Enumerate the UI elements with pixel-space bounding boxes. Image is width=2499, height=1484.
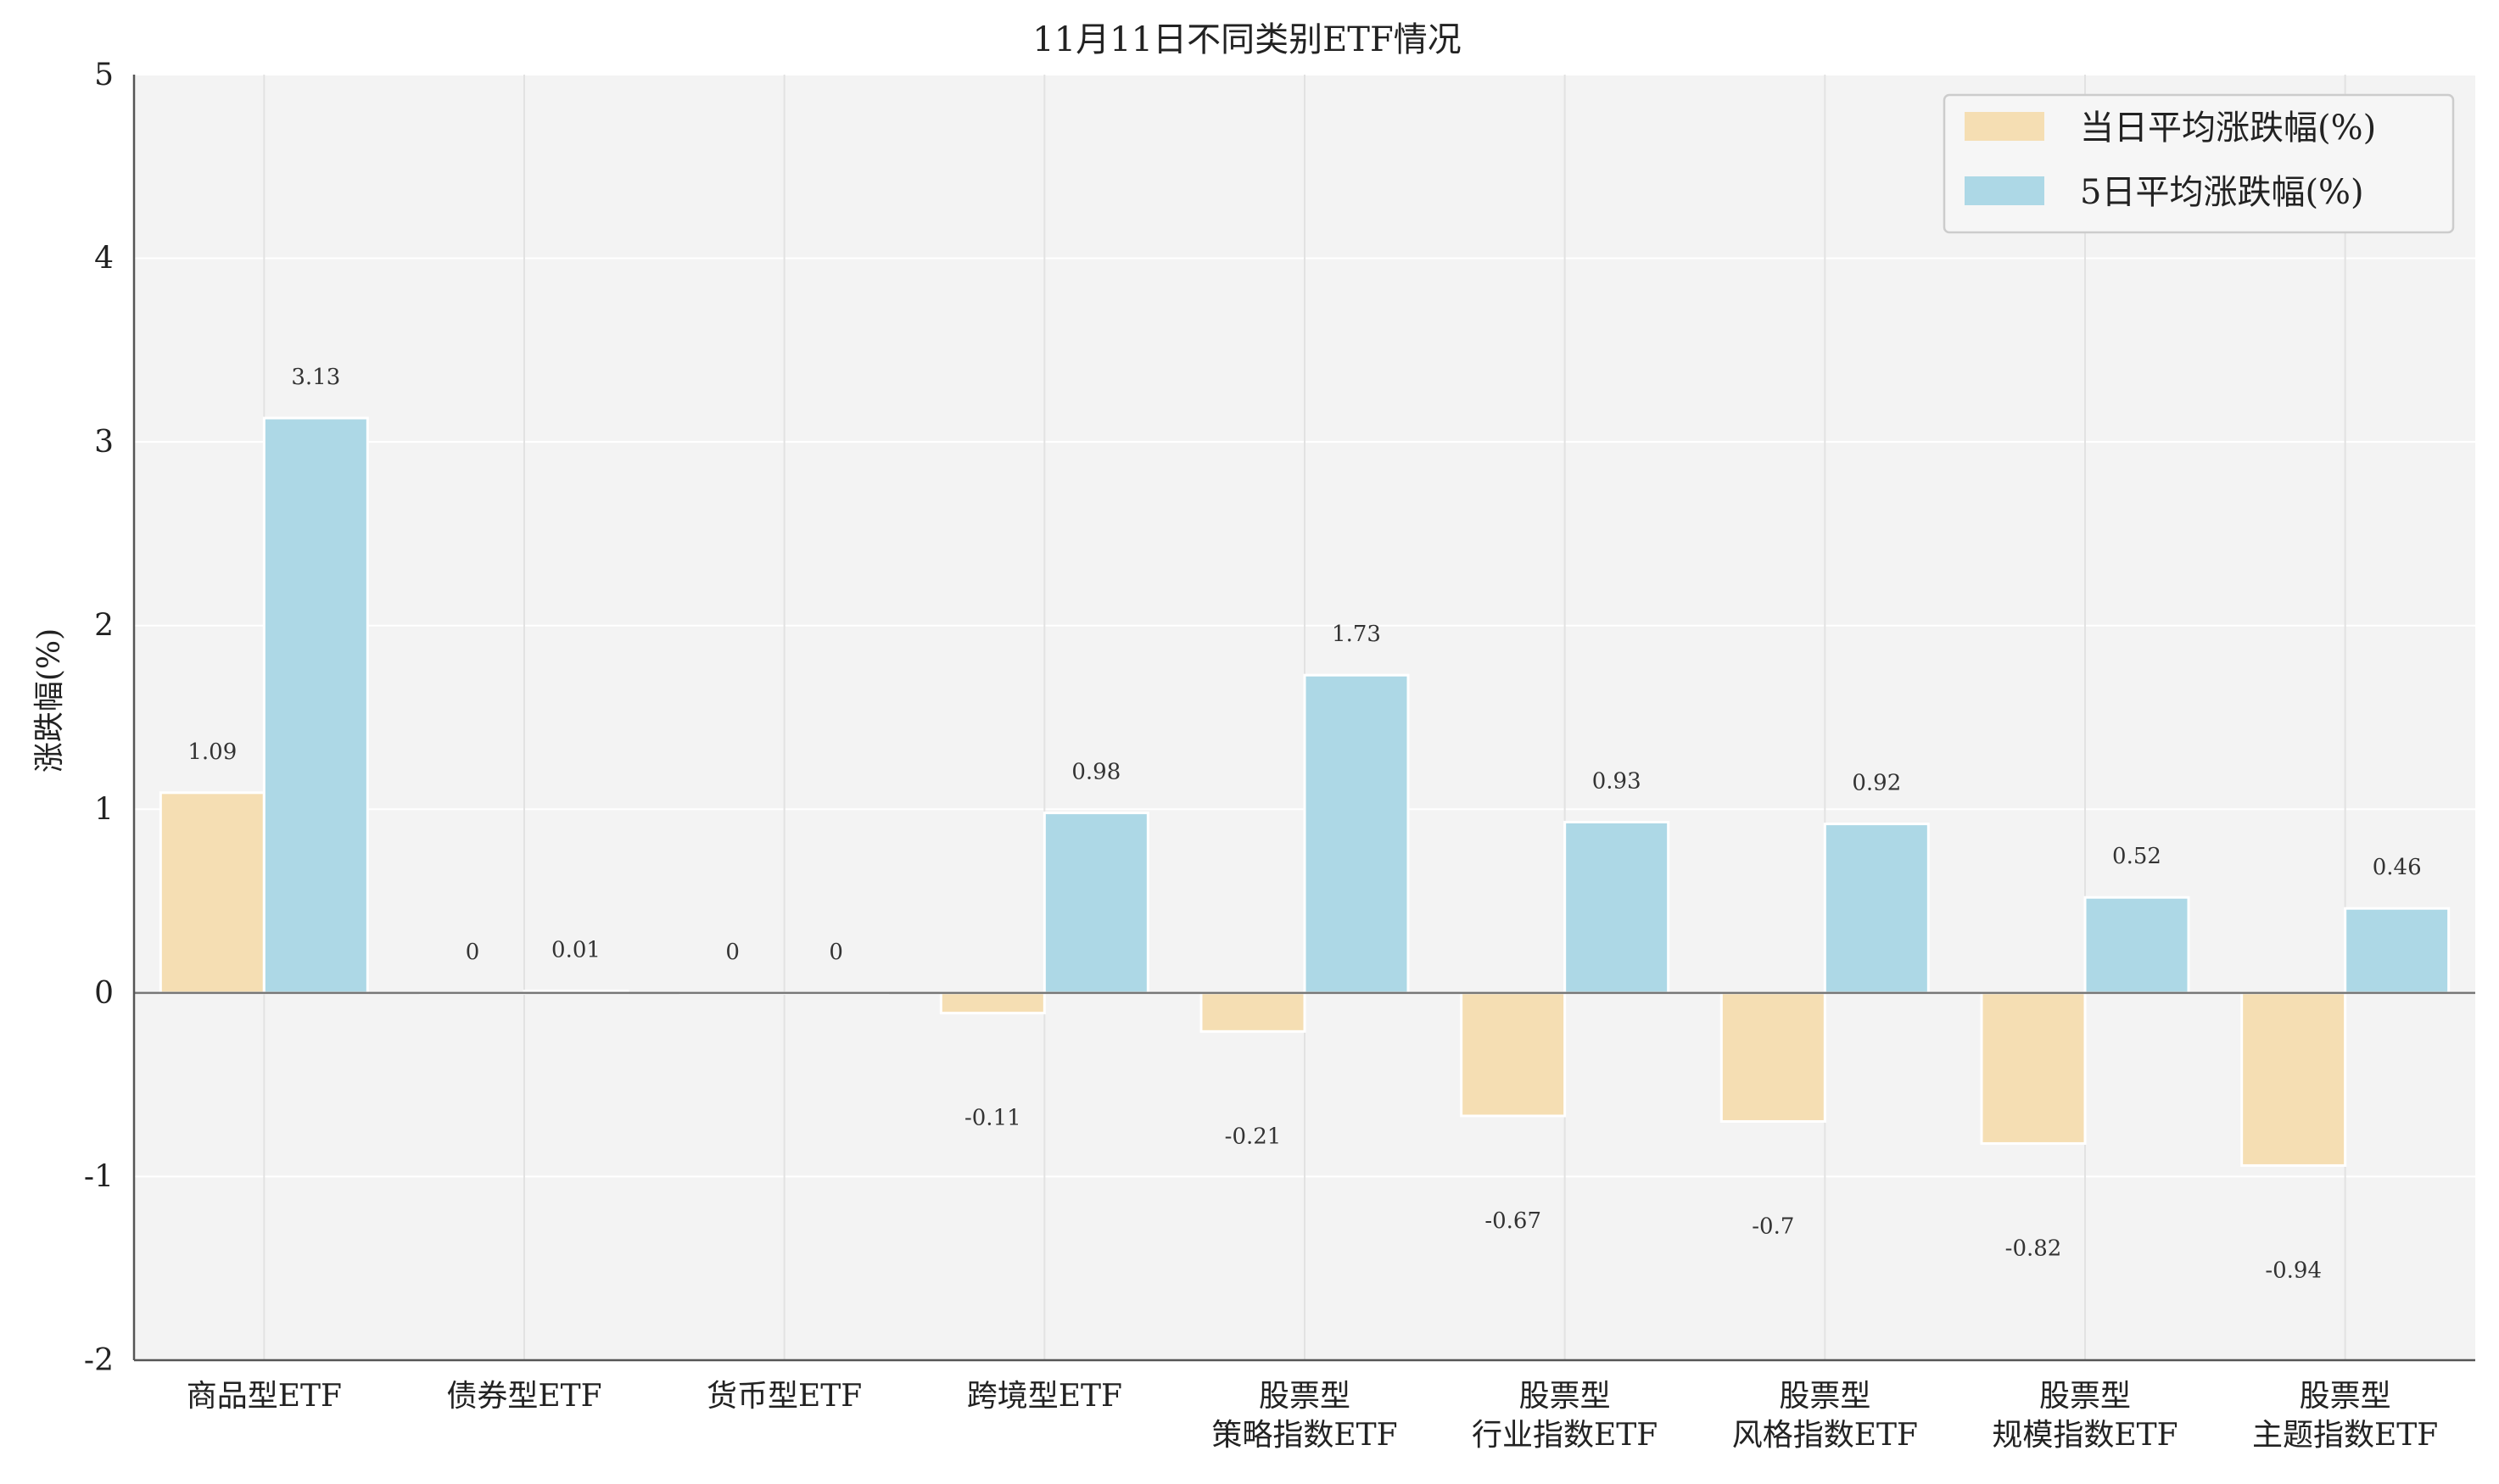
bar-five-day	[1043, 812, 1149, 995]
bar-five-day	[1563, 820, 1670, 995]
y-tick-label: 5	[94, 58, 114, 92]
y-tick-label: -1	[84, 1159, 114, 1194]
bar-daily	[2240, 991, 2347, 1167]
legend-swatch	[1965, 112, 2044, 141]
data-label: -0.7	[1752, 1213, 1794, 1239]
y-axis-label: 涨跌幅(%)	[32, 628, 67, 773]
y-tick-label: 4	[94, 242, 114, 276]
data-label: 3.13	[291, 365, 340, 390]
bars-group	[159, 416, 2451, 1167]
data-label: 0	[466, 940, 480, 965]
chart-title: 11月11日不同类别ETF情况	[1032, 20, 1461, 59]
data-label: 0.01	[551, 938, 601, 963]
x-tick-label-line: 商品型ETF	[187, 1379, 342, 1414]
x-tick-label-line: 主题指数ETF	[2252, 1418, 2438, 1453]
data-label: 0.52	[2112, 844, 2161, 869]
x-tick-label-line: 策略指数ETF	[1211, 1418, 1397, 1453]
x-tick-label: 股票型行业指数ETF	[1472, 1379, 1658, 1453]
legend-label: 当日平均涨跌幅(%)	[2080, 109, 2376, 148]
data-label: 0.92	[1852, 771, 1901, 796]
legend-swatch	[1965, 176, 2044, 205]
bar-five-day	[1823, 823, 1930, 995]
data-label: 0.93	[1592, 768, 1641, 794]
x-tick-label: 商品型ETF	[187, 1379, 342, 1414]
data-label: 0.46	[2373, 855, 2422, 880]
legend-box	[1943, 93, 2455, 234]
x-tick-label-line: 行业指数ETF	[1472, 1418, 1658, 1453]
legend-label: 5日平均涨跌幅(%)	[2080, 173, 2364, 212]
x-tick-label: 股票型策略指数ETF	[1211, 1379, 1397, 1453]
data-label: -0.11	[964, 1106, 1021, 1131]
x-tick-label-line: 股票型	[2300, 1379, 2391, 1414]
x-tick-label-line: 股票型	[1259, 1379, 1350, 1414]
x-tick-label: 跨境型ETF	[967, 1379, 1122, 1414]
x-tick-label-line: 规模指数ETF	[1992, 1418, 2178, 1453]
y-tick-label: 2	[94, 609, 114, 644]
x-tick-label: 货币型ETF	[707, 1379, 862, 1414]
bar-daily	[1460, 991, 1567, 1118]
x-tick-label: 债券型ETF	[446, 1379, 601, 1414]
bar-five-day	[2083, 895, 2190, 995]
data-label: -0.94	[2265, 1258, 2322, 1283]
bar-daily	[1199, 991, 1306, 1033]
bar-daily	[159, 791, 266, 995]
x-tick-label: 股票型风格指数ETF	[1732, 1379, 1918, 1453]
bar-daily	[1719, 991, 1826, 1123]
x-tick-label-line: 债券型ETF	[446, 1379, 601, 1414]
data-label: 1.73	[1332, 622, 1381, 647]
x-tick-label-line: 股票型	[1519, 1379, 1611, 1414]
bar-daily	[939, 991, 1046, 1015]
x-tick-label-line: 股票型	[2039, 1379, 2131, 1414]
bar-daily	[1980, 991, 2087, 1145]
bar-five-day	[2344, 907, 2451, 995]
data-label: -0.21	[1225, 1124, 1282, 1149]
data-label: 1.09	[187, 739, 237, 765]
bar-five-day	[1303, 673, 1410, 995]
y-tick-label: 1	[94, 792, 114, 827]
x-tick-label: 股票型规模指数ETF	[1992, 1379, 2178, 1453]
bar-five-day	[262, 416, 369, 995]
x-tick-label-line: 货币型ETF	[707, 1379, 862, 1414]
x-tick-label-line: 风格指数ETF	[1732, 1418, 1918, 1453]
x-tick-label-line: 股票型	[1779, 1379, 1870, 1414]
y-tick-label: -2	[84, 1343, 114, 1378]
legend: 当日平均涨跌幅(%) 5日平均涨跌幅(%)	[1943, 93, 2455, 234]
data-label: -0.67	[1484, 1208, 1541, 1234]
y-tick-label: 0	[94, 976, 114, 1011]
data-label: 0	[829, 940, 843, 965]
x-tick-label-line: 跨境型ETF	[967, 1379, 1122, 1414]
data-label: 0.98	[1071, 760, 1121, 785]
x-tick-label: 股票型主题指数ETF	[2252, 1379, 2438, 1453]
data-label: -0.82	[2005, 1236, 2062, 1261]
data-label: 0	[725, 940, 740, 965]
y-tick-label: 3	[94, 425, 114, 460]
